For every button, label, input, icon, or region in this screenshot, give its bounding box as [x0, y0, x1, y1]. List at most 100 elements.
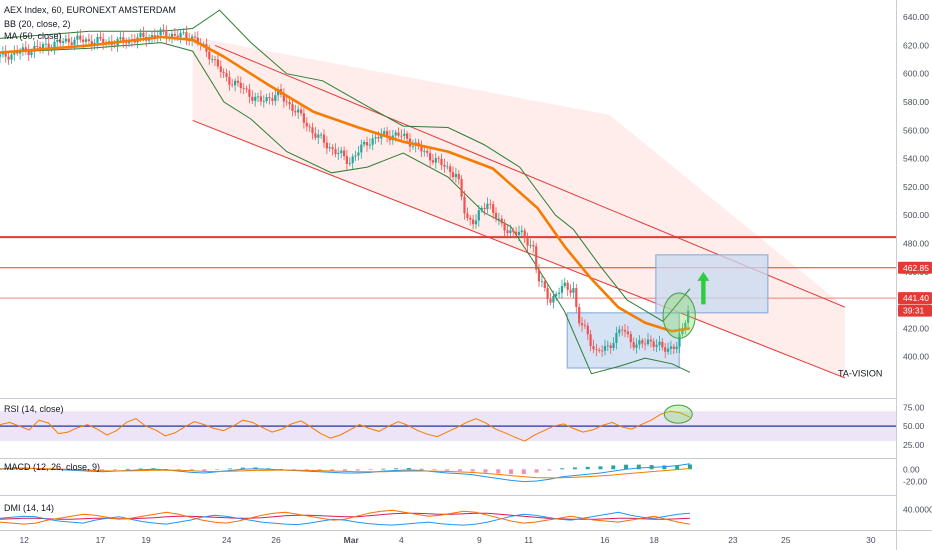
time-tick-label: 18 — [649, 535, 659, 545]
candle-body — [583, 325, 586, 327]
candle-body — [655, 344, 658, 347]
ma-legend[interactable]: MA (50, close) — [4, 31, 62, 41]
candle-body — [27, 50, 30, 56]
macd-histogram-bar — [636, 464, 641, 470]
candle-body — [179, 32, 182, 38]
breakout-ellipse[interactable] — [662, 292, 696, 339]
candle-body — [251, 96, 254, 101]
bollinger-upper-band — [0, 9, 691, 322]
candle-body — [532, 245, 535, 247]
candle-body — [535, 246, 538, 270]
candle-body — [506, 230, 509, 234]
channel-lower-line[interactable] — [192, 119, 846, 379]
candle-body — [460, 179, 463, 197]
macd-histogram-bar — [483, 469, 488, 473]
candle-body — [440, 158, 443, 166]
candle-body — [555, 293, 558, 296]
candle-body — [70, 42, 73, 45]
candle-body — [345, 156, 348, 164]
candle-body — [302, 113, 305, 123]
macd-legend[interactable]: MACD (12, 26, close, 9) — [4, 462, 100, 472]
candle-body — [176, 35, 179, 37]
main-legend[interactable]: AEX Index, 60, EURONEXT AMSTERDAM BB (20… — [4, 5, 176, 41]
macd-histogram-bar — [112, 469, 117, 471]
macd-histogram-bar — [381, 468, 386, 470]
macd-histogram-bar — [457, 469, 462, 471]
candle-body — [629, 334, 632, 343]
candle-body — [469, 218, 472, 220]
candle-body — [443, 165, 446, 167]
candle-body — [383, 131, 386, 135]
candle-body — [578, 307, 581, 324]
candle-body — [598, 349, 601, 351]
time-tick-label: 11 — [524, 535, 533, 545]
candle-body — [437, 158, 440, 159]
candle-body — [208, 51, 211, 60]
candle-body — [113, 45, 116, 47]
time-tick-label: 25 — [781, 535, 791, 545]
candle-body — [107, 41, 111, 43]
candle-body — [463, 196, 466, 214]
dmi-panel[interactable]: 40.0000 — [0, 504, 932, 526]
candle-body — [79, 35, 82, 40]
time-axis[interactable]: 12 17 19 24 26 Mar 4 9 11 16 18 23 25 30 — [19, 535, 875, 545]
candle-body — [400, 135, 403, 137]
candle-body — [216, 59, 219, 67]
dmi-axis: 40.0000 — [903, 504, 932, 514]
candle-body — [429, 152, 432, 161]
candle-body — [537, 269, 541, 282]
macd-histogram-bar — [202, 469, 207, 471]
candle-body — [563, 282, 566, 286]
dmi-legend[interactable]: DMI (14, 14) — [4, 503, 54, 513]
macd-histogram-bar — [521, 469, 526, 475]
candle-body — [30, 51, 33, 56]
candle-body — [394, 132, 397, 136]
candle-body — [10, 54, 13, 60]
candle-body — [612, 343, 615, 349]
candle-body — [406, 133, 409, 139]
candle-body — [236, 80, 240, 83]
candle-body — [678, 334, 681, 347]
candle-body — [446, 166, 449, 168]
candle-body — [305, 122, 308, 127]
candle-body — [509, 230, 512, 234]
macd-tick-label: 0.00 — [903, 464, 920, 474]
candle-body — [41, 44, 45, 48]
candle-body — [219, 66, 222, 72]
candle-body — [351, 156, 354, 164]
candle-body — [36, 45, 39, 47]
candle-body — [434, 158, 437, 163]
candle-body — [337, 153, 340, 154]
rsi-ellipse[interactable] — [663, 404, 693, 424]
macd-histogram-bar — [151, 468, 156, 470]
target-box[interactable] — [655, 254, 769, 314]
rsi-legend[interactable]: RSI (14, close) — [4, 404, 64, 414]
candle-body — [96, 36, 99, 43]
candle-body — [486, 203, 489, 210]
macd-panel[interactable]: 0.00 -20.00 — [0, 463, 927, 487]
up-arrow-icon[interactable] — [697, 271, 710, 305]
symbol-title[interactable]: AEX Index, 60, EURONEXT AMSTERDAM — [4, 5, 176, 15]
candle-body — [380, 134, 383, 139]
time-tick-label: 16 — [600, 535, 610, 545]
price-tick-label: 500.00 — [903, 210, 929, 220]
candle-body — [572, 288, 575, 293]
bollinger-lower-band — [0, 42, 691, 375]
bb-legend[interactable]: BB (20, close, 2) — [4, 19, 71, 29]
candle-body — [586, 325, 589, 335]
candle-body — [24, 47, 27, 50]
candle-body — [62, 41, 65, 43]
macd-line — [0, 463, 690, 483]
candle-body — [291, 104, 294, 111]
macd-histogram-bar — [547, 469, 552, 471]
candle-body — [59, 40, 62, 43]
candle-body — [558, 292, 561, 294]
candle-body — [368, 144, 371, 146]
macd-histogram-bar — [176, 469, 181, 471]
rsi-panel[interactable]: 75.00 50.00 25.00 — [0, 402, 925, 450]
channel-fill — [192, 36, 845, 378]
candle-body — [560, 286, 564, 293]
price-panel[interactable]: TA-VISION 640.00 620.00 600.00 580.00 560.00… — [0, 9, 932, 379]
candle-body — [213, 59, 217, 61]
